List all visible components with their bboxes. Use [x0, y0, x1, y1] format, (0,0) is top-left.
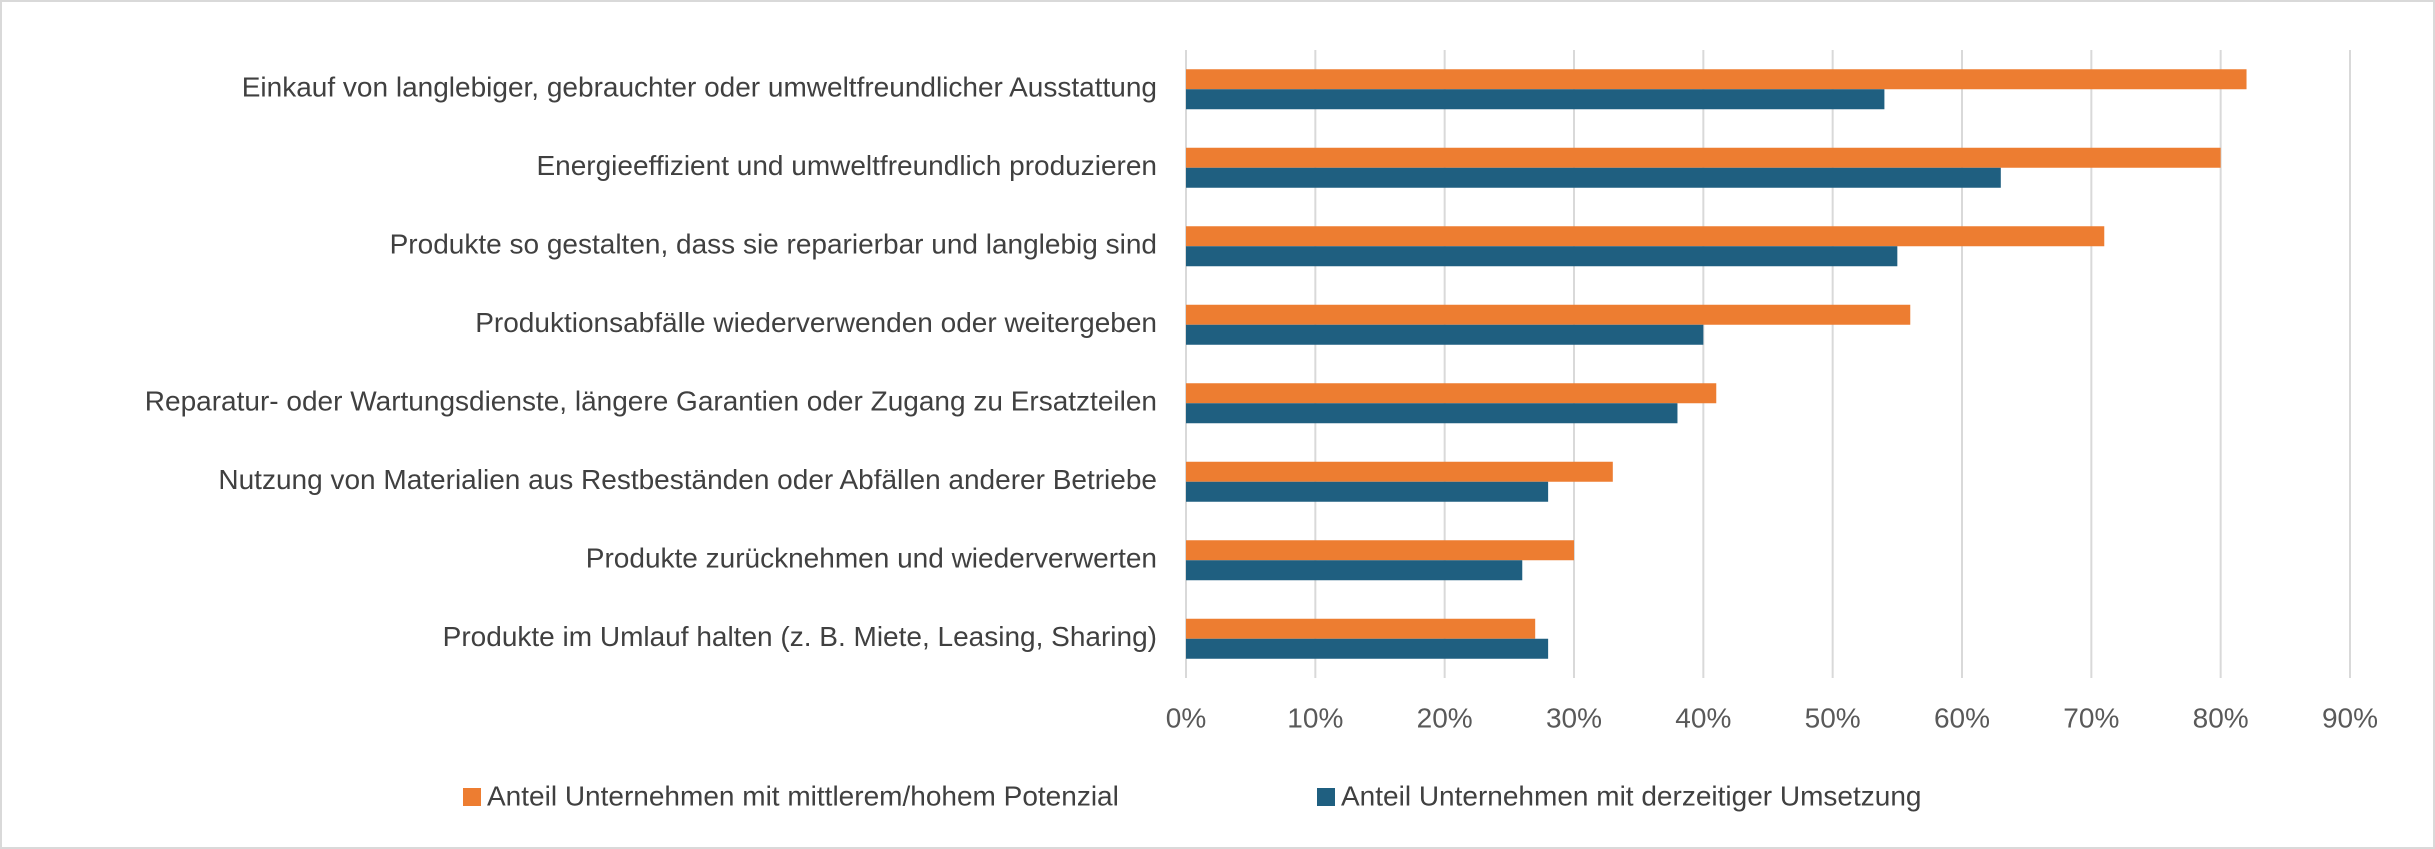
x-tick-label: 70%: [2063, 702, 2119, 733]
bar: [1186, 147, 2221, 168]
bar: [1186, 304, 1911, 325]
x-tick-label: 10%: [1287, 702, 1343, 733]
x-tick-label: 0%: [1166, 702, 1206, 733]
x-tick-label: 40%: [1675, 702, 1731, 733]
bar: [1186, 461, 1613, 482]
bar: [1186, 403, 1678, 424]
bar: [1186, 383, 1717, 404]
x-tick-label: 60%: [1934, 702, 1990, 733]
bar: [1186, 226, 2105, 247]
bar: [1186, 540, 1574, 561]
bar: [1186, 638, 1549, 659]
bar: [1186, 246, 1898, 267]
y-tick-label: Einkauf von langlebiger, gebrauchter ode…: [242, 72, 1157, 103]
x-tick-label: 90%: [2322, 702, 2378, 733]
y-tick-label: Produkte so gestalten, dass sie reparier…: [390, 229, 1157, 260]
x-tick-label: 30%: [1546, 702, 1602, 733]
x-tick-label: 80%: [2193, 702, 2249, 733]
bar: [1186, 89, 1885, 110]
x-tick-label: 20%: [1417, 702, 1473, 733]
legend-label: Anteil Unternehmen mit derzeitiger Umset…: [1341, 780, 1921, 811]
y-tick-label: Energieeffizient und umweltfreundlich pr…: [536, 150, 1157, 181]
bar: [1186, 324, 1704, 345]
y-tick-label: Nutzung von Materialien aus Restbestände…: [218, 464, 1157, 495]
y-tick-label: Reparatur- oder Wartungsdienste, längere…: [145, 386, 1157, 417]
legend-swatch: [463, 788, 481, 806]
bar: [1186, 69, 2247, 90]
bar: [1186, 481, 1549, 502]
legend-swatch: [1317, 788, 1335, 806]
bar: [1186, 618, 1536, 639]
y-tick-label: Produkte zurücknehmen und wiederverwerte…: [586, 543, 1157, 574]
x-tick-label: 50%: [1805, 702, 1861, 733]
bar: [1186, 560, 1523, 581]
legend-label: Anteil Unternehmen mit mittlerem/hohem P…: [487, 780, 1119, 811]
bar: [1186, 167, 2001, 188]
y-tick-label: Produktionsabfälle wiederverwenden oder …: [475, 307, 1157, 338]
y-tick-label: Produkte im Umlauf halten (z. B. Miete, …: [443, 621, 1157, 652]
